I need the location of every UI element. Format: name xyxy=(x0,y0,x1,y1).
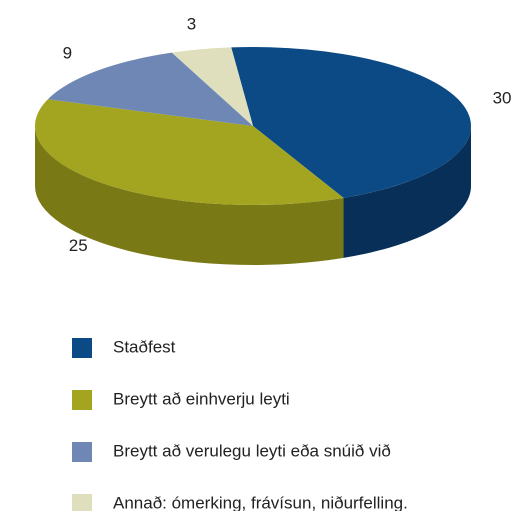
legend-label: Breytt að einhverju leyti xyxy=(113,389,290,408)
legend-swatch xyxy=(72,390,92,410)
slice-top xyxy=(231,47,471,198)
slice-side xyxy=(343,126,471,258)
slice-side xyxy=(35,126,344,265)
slice-top xyxy=(171,47,253,127)
legend-swatch xyxy=(72,494,92,511)
legend-label: Staðfest xyxy=(113,337,176,356)
legend-label: Breytt að verulegu leyti eða snúið við xyxy=(113,441,391,460)
data-label: 9 xyxy=(63,43,72,62)
data-label: 25 xyxy=(69,236,88,255)
data-label: 30 xyxy=(493,88,512,107)
data-label: 3 xyxy=(187,14,196,33)
legend-swatch xyxy=(72,338,92,358)
legend-swatch xyxy=(72,442,92,462)
slice-top xyxy=(34,99,344,205)
slice-top xyxy=(47,52,254,126)
legend-label: Annað: ómerking, frávísun, niðurfelling. xyxy=(113,493,408,511)
